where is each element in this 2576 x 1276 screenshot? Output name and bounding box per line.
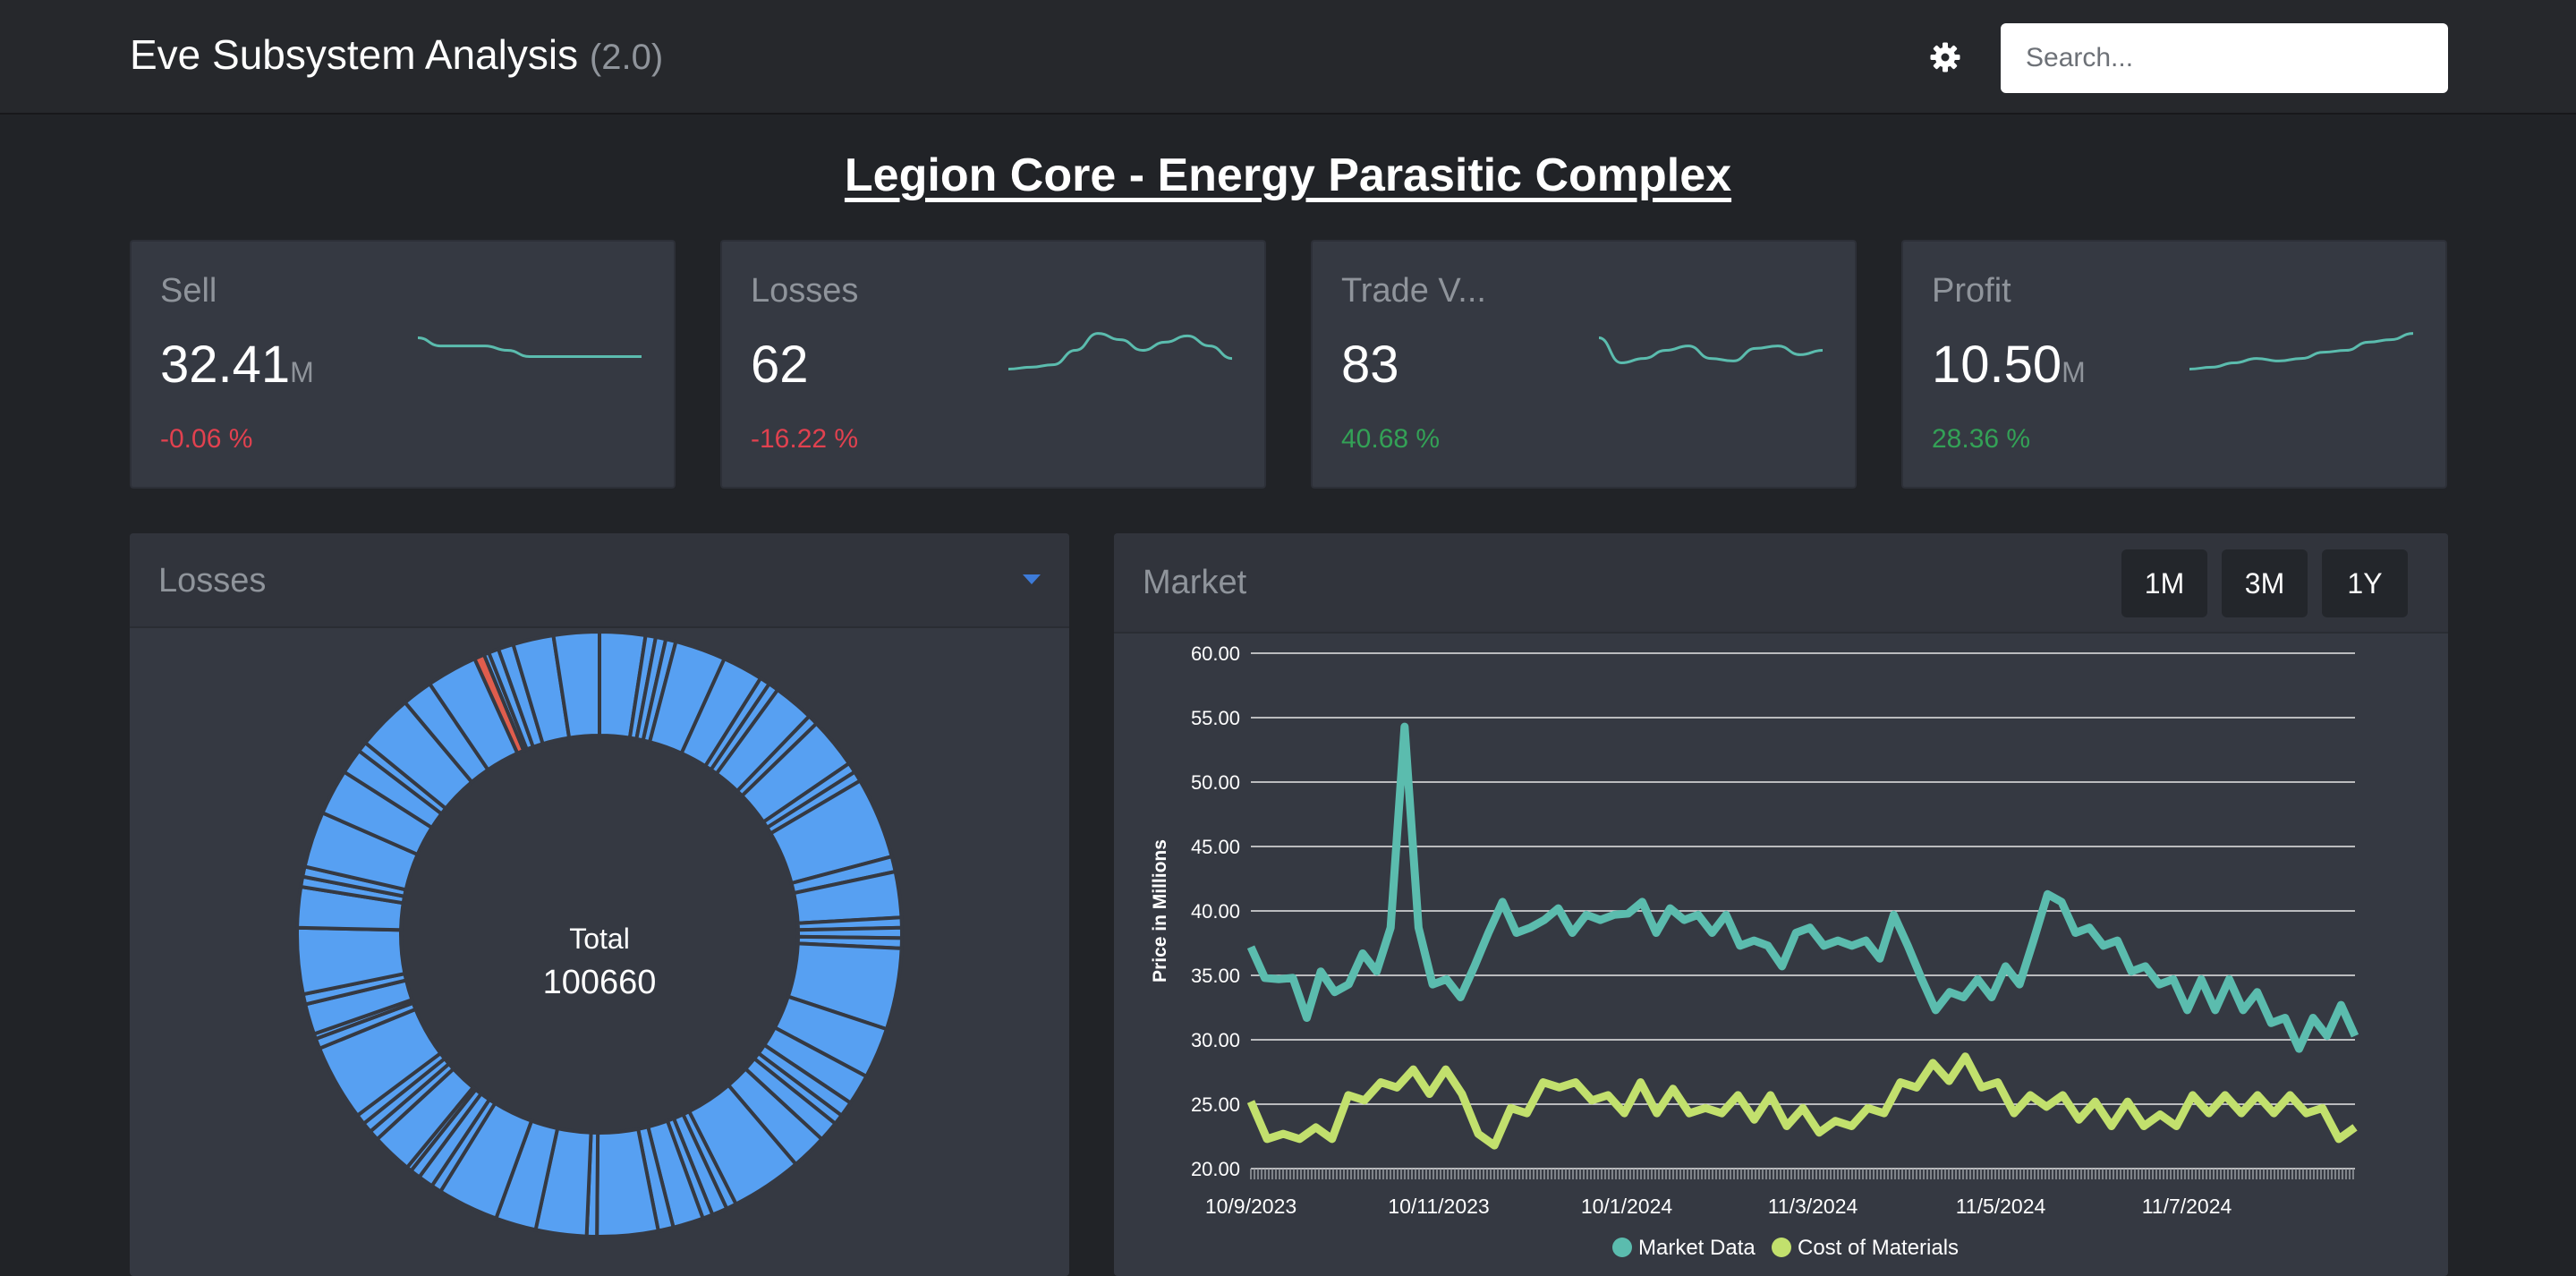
- y-tick-label: 35.00: [1191, 965, 1240, 987]
- market-panel-header: Market 1M 3M 1Y: [1114, 533, 2448, 634]
- stat-value: 62: [751, 336, 809, 394]
- losses-panel-header: Losses: [130, 533, 1069, 628]
- stat-card-losses: Losses 62 -16.22 %: [720, 240, 1266, 489]
- series-market-data-line: [1246, 722, 2359, 1053]
- stat-change: 28.36 %: [1932, 424, 2031, 454]
- stat-value: 83: [1341, 336, 1399, 394]
- app-title-text: Eve Subsystem Analysis: [130, 31, 579, 78]
- losses-panel: Losses Total 100660: [130, 533, 1069, 1276]
- stat-change: -0.06 %: [160, 424, 253, 454]
- sparkline-profit: [2189, 332, 2413, 370]
- market-panel-title: Market: [1143, 564, 1247, 601]
- y-tick-label: 30.00: [1191, 1029, 1240, 1051]
- y-tick-label: 60.00: [1191, 642, 1240, 665]
- x-tick-label: 11/5/2024: [1956, 1195, 2046, 1218]
- range-3m-button[interactable]: 3M: [2222, 549, 2308, 617]
- losses-donut-chart: Total 100660: [295, 630, 904, 1239]
- app-title[interactable]: Eve Subsystem Analysis (2.0): [130, 30, 663, 79]
- legend-swatch: [1612, 1238, 1632, 1257]
- top-navbar: Eve Subsystem Analysis (2.0): [0, 0, 2576, 115]
- y-tick-label: 25.00: [1191, 1093, 1240, 1116]
- y-tick-label: 50.00: [1191, 771, 1240, 794]
- stat-card-profit: Profit 10.50M 28.36 %: [1901, 240, 2447, 489]
- donut-total-value: 100660: [543, 964, 657, 1001]
- app-version: (2.0): [589, 38, 664, 77]
- range-1m-button[interactable]: 1M: [2121, 549, 2207, 617]
- market-line-chart: 20.00 25.00 30.00 35.00 40.00 45.00 50.00 55.00…: [1150, 642, 2359, 1260]
- x-tick-label: 10/9/2023: [1205, 1195, 1297, 1218]
- x-tick-label: 11/3/2024: [1768, 1195, 1858, 1218]
- stat-card-trade-volume: Trade V... 83 40.68 %: [1311, 240, 1857, 489]
- legend-label[interactable]: Cost of Materials: [1798, 1236, 1959, 1260]
- range-1y-button[interactable]: 1Y: [2322, 549, 2408, 617]
- stat-value: 10.50M: [1932, 336, 2086, 394]
- stat-change: 40.68 %: [1341, 424, 1441, 454]
- donut-slice[interactable]: [551, 630, 601, 740]
- legend-swatch: [1772, 1238, 1791, 1257]
- sparkline-path: [2189, 332, 2413, 370]
- caret-down-icon[interactable]: [1023, 574, 1041, 584]
- stat-card-sell: Sell 32.41M -0.06 %: [130, 240, 676, 489]
- y-axis-label: Price in Millions: [1150, 839, 1170, 983]
- stat-label: Sell: [160, 272, 217, 310]
- stat-value: 32.41M: [160, 336, 314, 394]
- stat-label: Profit: [1932, 272, 2011, 310]
- losses-panel-title: Losses: [158, 562, 267, 600]
- x-tick-label: 10/11/2023: [1388, 1195, 1489, 1218]
- sparkline-sell: [418, 336, 642, 358]
- stat-label: Losses: [751, 272, 859, 310]
- market-panel: Market 1M 3M 1Y 20.00 25.00 30.00 35.00 40.0…: [1114, 533, 2448, 1276]
- legend-label[interactable]: Market Data: [1638, 1236, 1756, 1260]
- y-tick-label: 55.00: [1191, 707, 1240, 729]
- sparkline-path: [418, 336, 642, 358]
- stat-label: Trade V...: [1341, 272, 1486, 310]
- sparkline-path: [1599, 336, 1823, 365]
- stat-change: -16.22 %: [751, 424, 859, 454]
- series-cost-of-materials-line: [1246, 1052, 2358, 1150]
- gear-icon[interactable]: [1929, 41, 1961, 73]
- sparkline-trade-volume: [1599, 336, 1823, 365]
- y-tick-label: 40.00: [1191, 900, 1240, 923]
- donut-total-label: Total: [569, 923, 630, 955]
- x-tick-label: 10/1/2024: [1581, 1195, 1673, 1218]
- sparkline-path: [1008, 332, 1232, 370]
- x-tick-label: 11/7/2024: [2142, 1195, 2232, 1218]
- sparkline-losses: [1008, 332, 1232, 370]
- y-tick-label: 45.00: [1191, 836, 1240, 858]
- y-tick-label: 20.00: [1191, 1158, 1240, 1180]
- search-input[interactable]: [2001, 23, 2448, 93]
- page-title: Legion Core - Energy Parasitic Complex: [844, 149, 1732, 201]
